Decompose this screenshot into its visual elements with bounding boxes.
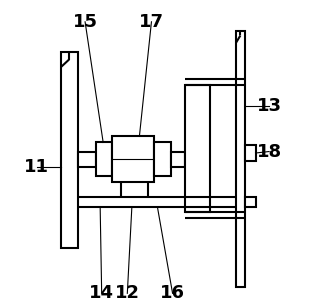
Bar (185, 85, 210, 212)
Bar (154, 142, 171, 176)
Text: 18: 18 (256, 142, 282, 160)
Bar (245, 197, 256, 207)
Text: 12: 12 (115, 284, 140, 302)
Text: 15: 15 (73, 13, 98, 31)
Text: 14: 14 (89, 284, 114, 302)
Bar (112, 136, 154, 182)
Text: 16: 16 (160, 284, 185, 302)
Bar (61, 52, 78, 248)
Bar (78, 152, 96, 167)
Bar (236, 31, 245, 287)
Text: 13: 13 (256, 97, 282, 115)
Text: 17: 17 (139, 13, 164, 31)
Bar (171, 152, 185, 167)
Text: 11: 11 (24, 158, 49, 176)
Bar (96, 142, 112, 176)
Bar (245, 145, 256, 160)
